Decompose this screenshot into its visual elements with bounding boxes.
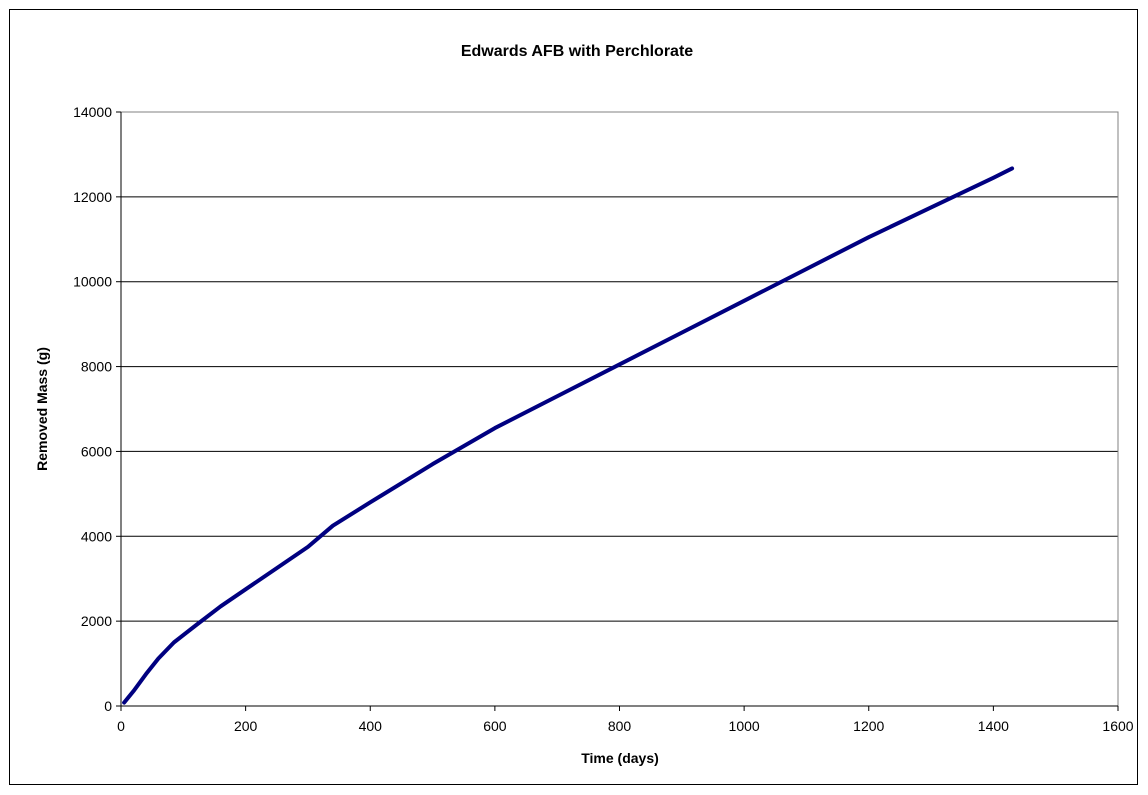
y-tick-label: 8000 bbox=[81, 359, 112, 375]
chart-title: Edwards AFB with Perchlorate bbox=[461, 43, 693, 60]
x-tick-label: 1600 bbox=[1102, 718, 1133, 734]
y-tick-label: 6000 bbox=[81, 443, 112, 459]
x-tick-label: 1200 bbox=[853, 718, 884, 734]
y-tick-label: 2000 bbox=[81, 613, 112, 629]
series-line-1 bbox=[122, 166, 1015, 705]
y-tick-label: 4000 bbox=[81, 528, 112, 544]
y-tick-label: 12000 bbox=[73, 189, 112, 205]
y-axis-ticks: 0 2000 4000 6000 8000 10000 12000 14000 bbox=[73, 104, 121, 714]
y-tick-label: 10000 bbox=[73, 274, 112, 290]
x-axis-label: Time (days) bbox=[581, 750, 659, 766]
plot-area bbox=[120, 111, 1119, 707]
x-tick-label: 200 bbox=[234, 718, 258, 734]
plot-background bbox=[121, 112, 1118, 706]
x-tick-label: 1000 bbox=[729, 718, 760, 734]
x-axis-ticks: 0 200 400 600 800 1000 1200 1400 1600 bbox=[117, 706, 1134, 734]
x-tick-label: 800 bbox=[608, 718, 632, 734]
x-tick-label: 400 bbox=[359, 718, 383, 734]
y-tick-label: 14000 bbox=[73, 104, 112, 120]
x-tick-label: 1400 bbox=[978, 718, 1009, 734]
y-axis-label: Removed Mass (g) bbox=[34, 347, 50, 471]
x-tick-label: 0 bbox=[117, 718, 125, 734]
x-tick-label: 600 bbox=[483, 718, 507, 734]
y-tick-label: 0 bbox=[104, 698, 112, 714]
